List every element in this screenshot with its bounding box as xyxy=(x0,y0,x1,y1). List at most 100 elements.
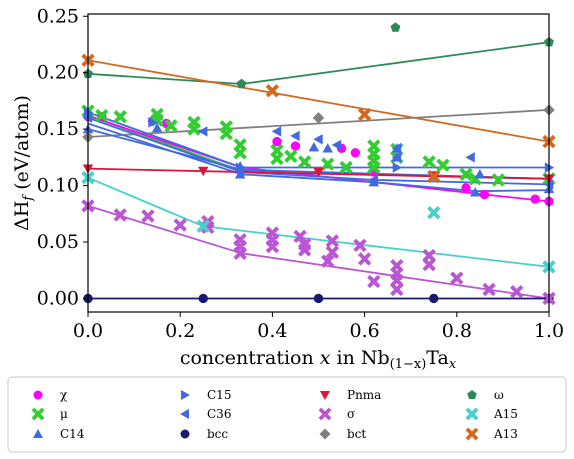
point-series4-2 xyxy=(234,165,245,177)
point-series2-1 xyxy=(151,122,163,133)
point-series7-14 xyxy=(298,243,312,257)
x-tick-label: 0.6 xyxy=(349,320,379,342)
point-series0-11 xyxy=(530,194,540,204)
legend-marker xyxy=(181,390,190,400)
legend-label: A15 xyxy=(493,407,518,421)
y-tick-label: 0.05 xyxy=(37,231,79,253)
point-series1-28 xyxy=(491,173,505,187)
point-series6-1 xyxy=(198,166,209,177)
point-series1-2 xyxy=(113,110,127,124)
point-series7-28 xyxy=(482,282,496,297)
legend-marker xyxy=(180,409,189,419)
point-series7-24 xyxy=(390,282,404,297)
point-series10-2 xyxy=(427,206,441,220)
tie-line-11 xyxy=(87,205,550,300)
point-series7-16 xyxy=(325,245,339,259)
tie-line-0 xyxy=(87,41,550,85)
point-series7-2 xyxy=(141,209,155,223)
point-series1-24 xyxy=(422,155,436,169)
point-series4-3 xyxy=(271,126,282,137)
point-series5-3 xyxy=(429,293,439,304)
legend: χμ C14 C15 C36 bcc Pnma σ bct ω A15 A13 xyxy=(31,388,518,441)
plot-frame xyxy=(87,13,550,313)
point-series9-2 xyxy=(390,22,401,32)
y-tick-label: 0.15 xyxy=(37,118,79,140)
point-series0-9 xyxy=(461,183,471,193)
legend-marker xyxy=(31,407,45,421)
point-series7-12 xyxy=(293,229,307,244)
legend-marker xyxy=(319,428,331,440)
point-series11-1 xyxy=(265,84,280,98)
point-series1-5 xyxy=(164,119,178,133)
point-series7-3 xyxy=(173,218,187,232)
legend-label: C36 xyxy=(207,407,231,421)
point-series0-7 xyxy=(350,148,361,158)
legend-label: σ xyxy=(347,407,355,421)
point-series1-16 xyxy=(321,157,335,171)
point-series4-8 xyxy=(391,143,402,154)
point-series1-9 xyxy=(219,126,233,141)
point-series0-4 xyxy=(272,136,282,147)
point-series4-7 xyxy=(368,174,378,186)
point-series1-14 xyxy=(284,149,298,163)
point-series7-25 xyxy=(422,248,436,263)
point-series5-1 xyxy=(198,293,208,304)
point-series4-1 xyxy=(198,126,208,137)
legend-marker xyxy=(318,407,332,421)
legend-label: χ xyxy=(60,388,68,402)
tie-line-1 xyxy=(87,59,550,143)
point-series1-17 xyxy=(339,160,353,175)
point-series7-17 xyxy=(325,234,339,248)
tie-line-6 xyxy=(87,116,550,186)
point-series7-26 xyxy=(422,257,436,272)
point-series1-26 xyxy=(459,167,473,181)
x-tick-label: 0.4 xyxy=(257,320,287,342)
legend-label: bcc xyxy=(207,427,228,441)
point-series5-2 xyxy=(313,293,324,304)
point-series2-9 xyxy=(470,187,481,197)
point-series4-6 xyxy=(331,139,342,151)
point-series10-1 xyxy=(196,219,210,233)
legend-label: Pnma xyxy=(347,388,381,402)
point-series7-1 xyxy=(113,208,127,222)
x-tick-label: 0.0 xyxy=(73,320,103,342)
point-series1-11 xyxy=(233,146,247,160)
point-series3-1 xyxy=(148,117,158,128)
point-series4-4 xyxy=(290,130,300,142)
legend-label: C14 xyxy=(60,427,85,441)
y-tick-label: 0.20 xyxy=(37,62,79,84)
legend-marker xyxy=(33,429,43,438)
point-series4-9 xyxy=(391,152,402,163)
point-series7-18 xyxy=(353,238,367,253)
point-series0-5 xyxy=(290,141,301,151)
point-series7-20 xyxy=(367,274,381,289)
point-series7-19 xyxy=(357,252,372,266)
data-markers xyxy=(81,22,556,306)
legend-box xyxy=(7,376,567,453)
point-series11-3 xyxy=(427,169,441,184)
point-series7-27 xyxy=(450,271,464,285)
point-series7-11 xyxy=(265,239,280,254)
point-series1-25 xyxy=(436,158,450,172)
legend-marker xyxy=(180,429,190,439)
point-series1-7 xyxy=(187,122,201,136)
point-series7-8 xyxy=(233,233,247,247)
point-series7-15 xyxy=(321,254,335,268)
legend-marker xyxy=(320,391,330,400)
point-series1-21 xyxy=(367,160,381,175)
point-series1-13 xyxy=(270,151,284,166)
point-series3-3 xyxy=(392,162,403,173)
legend-marker xyxy=(465,427,479,441)
legend-label: μ xyxy=(60,407,68,421)
point-series7-23 xyxy=(390,273,404,288)
y-axis-label: ΔHf (eV/atom) xyxy=(11,95,36,231)
y-tick-label: 0.10 xyxy=(37,175,79,197)
legend-label: bct xyxy=(347,427,366,441)
legend-label: A13 xyxy=(493,427,518,441)
point-series11-2 xyxy=(357,107,372,122)
x-tick-label: 0.2 xyxy=(165,320,195,342)
y-tick-label: 0.00 xyxy=(37,287,79,309)
legend-marker xyxy=(467,390,477,400)
point-series1-15 xyxy=(298,155,312,169)
